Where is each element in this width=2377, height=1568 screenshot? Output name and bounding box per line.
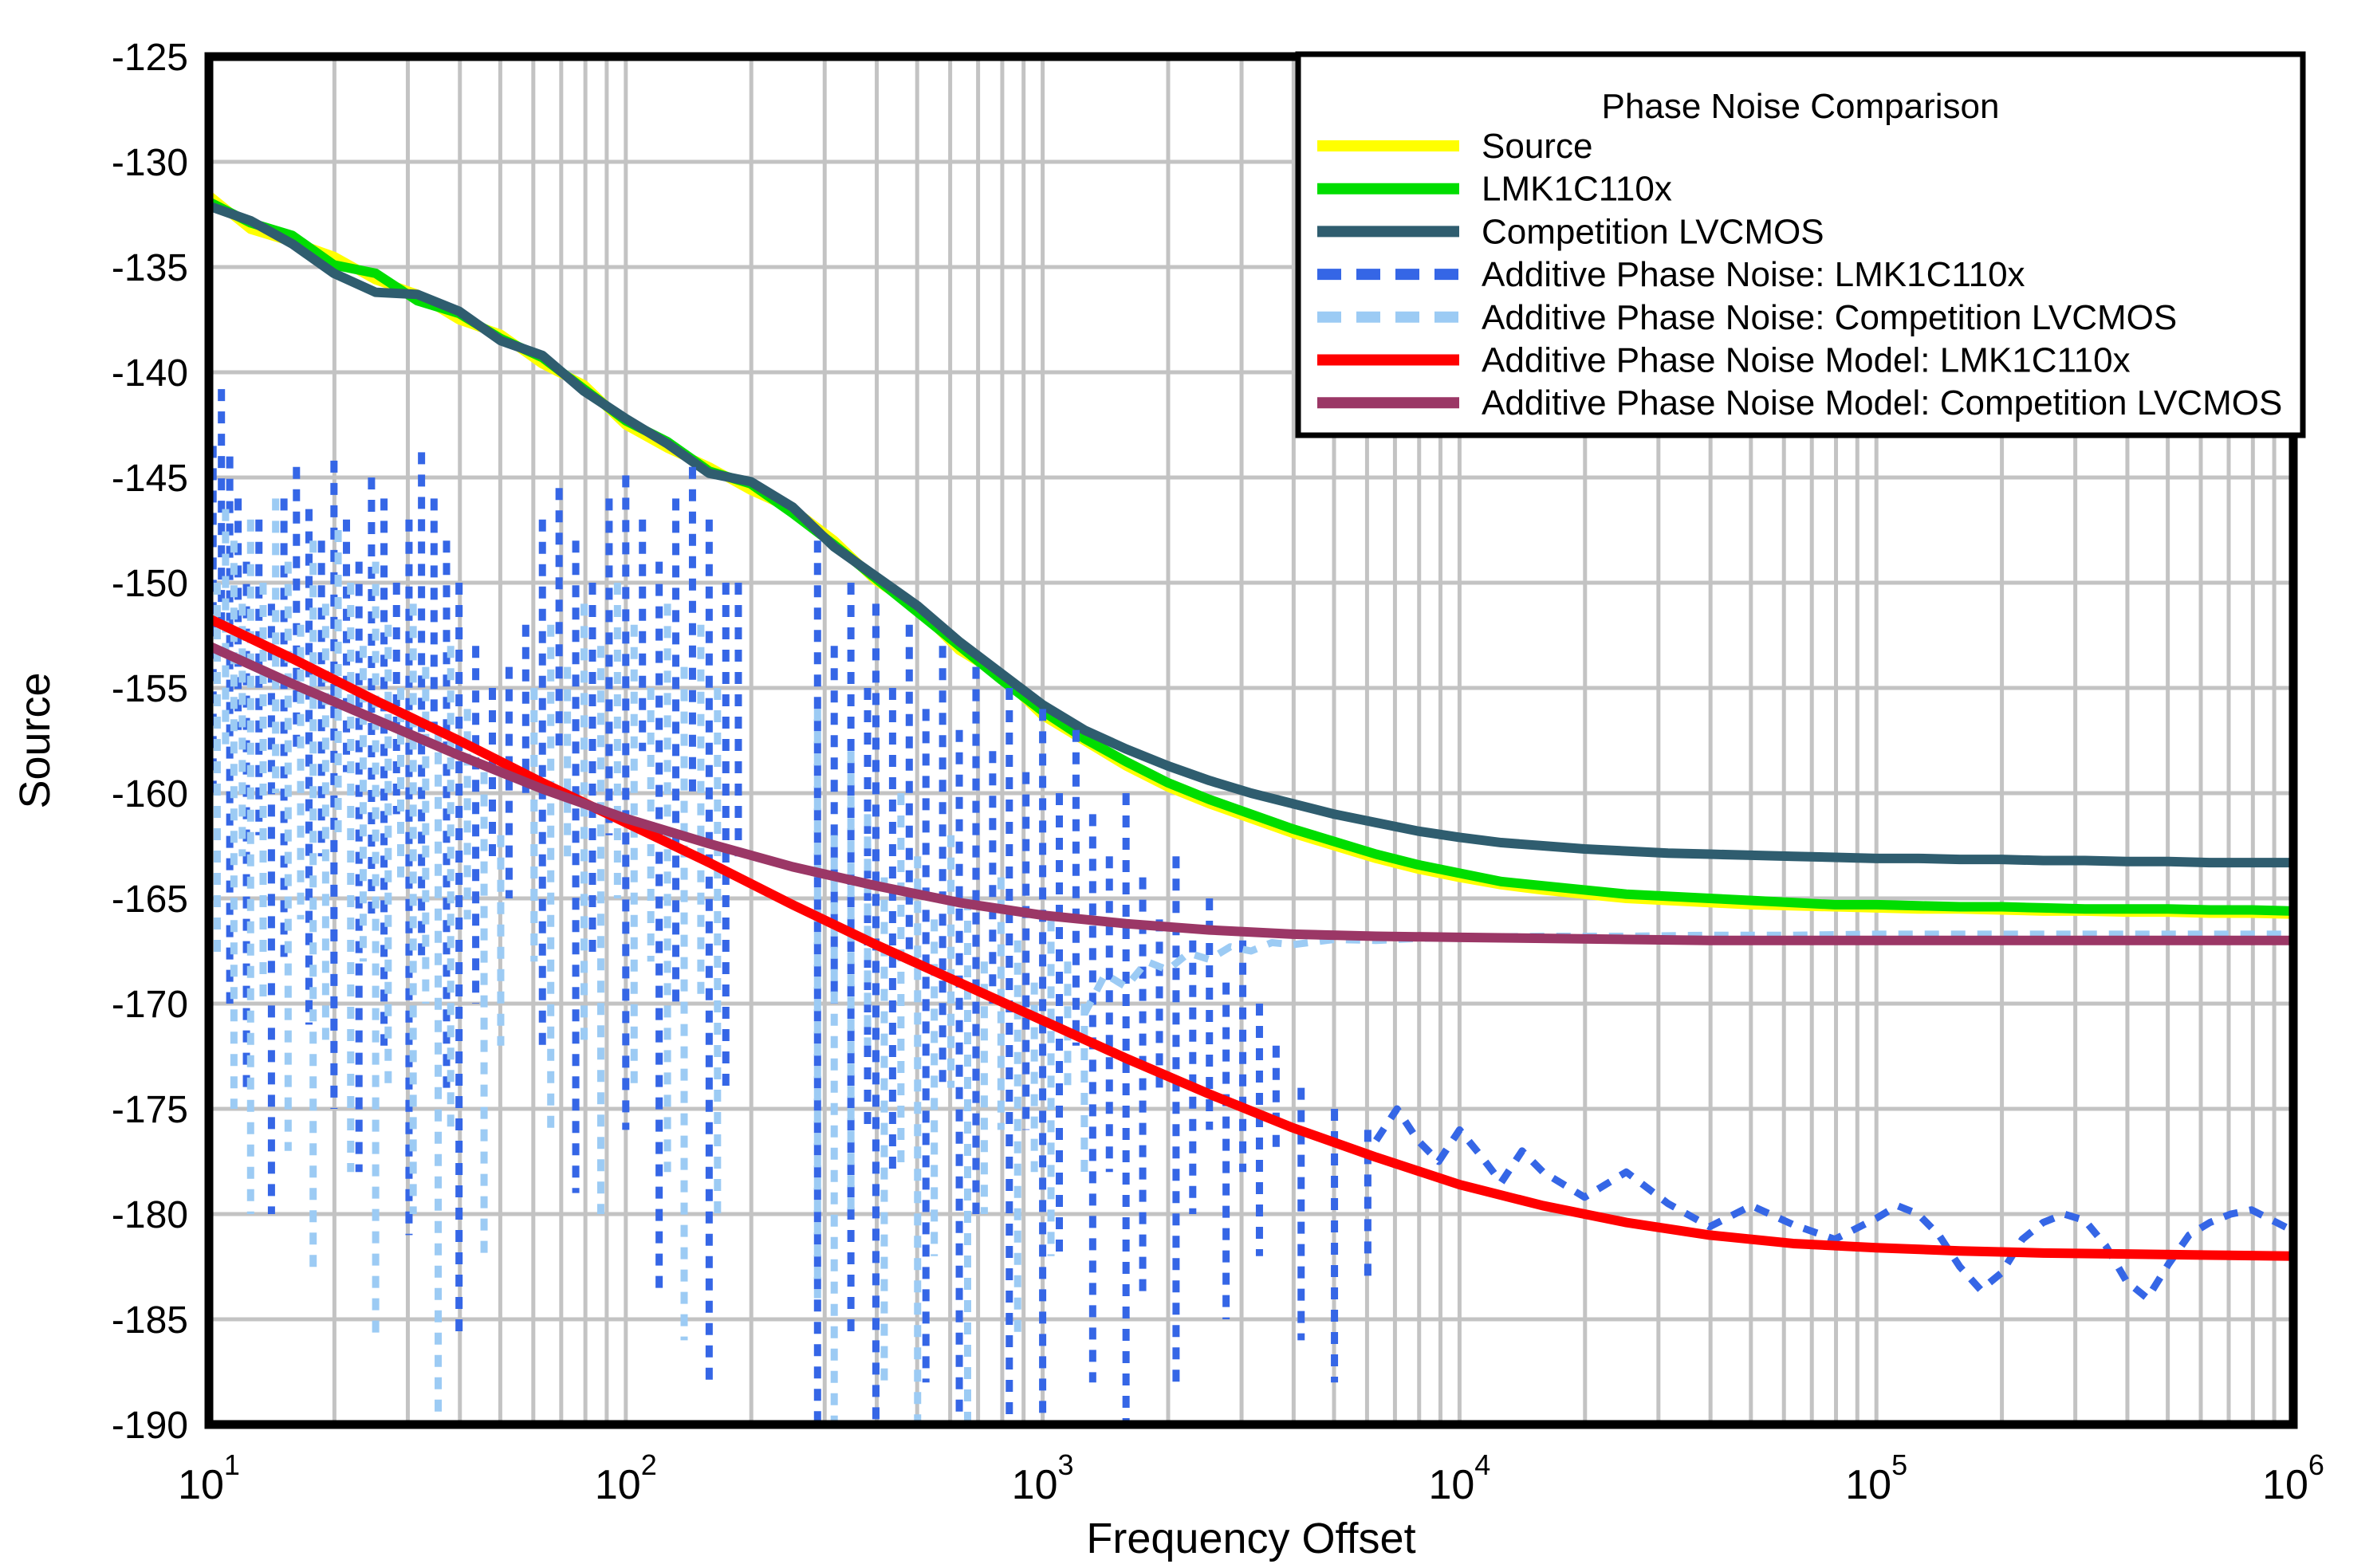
legend-label: Additive Phase Noise Model: Competition … xyxy=(1482,383,2282,422)
y-tick-label: -130 xyxy=(112,142,188,184)
legend-item-source: Source xyxy=(1317,127,1592,166)
x-tick-base: 10 xyxy=(595,1462,641,1508)
x-tick-base: 10 xyxy=(1845,1462,1891,1508)
legend-label: Additive Phase Noise: Competition LVCMOS xyxy=(1482,298,2177,337)
legend-item-lmk1c110x: LMK1C110x xyxy=(1317,170,1672,209)
y-tick-label: -180 xyxy=(112,1194,188,1236)
legend-label: Additive Phase Noise: LMK1C110x xyxy=(1482,255,2025,294)
x-tick-exponent: 2 xyxy=(641,1448,657,1481)
y-axis-title: Source xyxy=(11,672,59,808)
x-tick-base: 10 xyxy=(1428,1462,1474,1508)
y-tick-label: -170 xyxy=(112,984,188,1026)
legend-box xyxy=(1295,51,2306,438)
y-tick-label: -160 xyxy=(112,773,188,815)
legend-item-additive-phase-noise-model-competition-lvcmos: Additive Phase Noise Model: Competition … xyxy=(1317,383,2282,422)
x-tick-label: 105 xyxy=(1845,1448,1907,1508)
x-tick-exponent: 1 xyxy=(224,1448,240,1481)
series-competition-lvcmos xyxy=(209,201,2293,868)
y-tick-label: -145 xyxy=(112,458,188,500)
series-line xyxy=(209,641,2293,945)
x-tick-base: 10 xyxy=(178,1462,224,1508)
x-tick-label: 101 xyxy=(178,1448,240,1508)
noise-trace xyxy=(1373,1105,2293,1303)
y-tick-label: -165 xyxy=(112,878,188,921)
legend-item-additive-phase-noise-competition-lvcmos: Additive Phase Noise: Competition LVCMOS xyxy=(1317,298,2177,337)
plot-border xyxy=(204,52,2298,1429)
legend-item-additive-phase-noise-model-lmk1c110x: Additive Phase Noise Model: LMK1C110x xyxy=(1317,341,2131,380)
x-tick-label: 104 xyxy=(1428,1448,1490,1508)
y-tick-label: -125 xyxy=(112,37,188,79)
y-tick-label: -155 xyxy=(112,668,188,710)
series-additive-phase-noise-lmk1c110x xyxy=(209,389,2293,1425)
legend-item-competition-lvcmos: Competition LVCMOS xyxy=(1317,212,1824,251)
series-line xyxy=(209,201,2293,868)
legend-label: Additive Phase Noise Model: LMK1C110x xyxy=(1482,341,2131,380)
x-axis-tick-labels: 101 102 103 104 105 106 xyxy=(178,1448,2324,1508)
y-tick-label: -150 xyxy=(112,563,188,605)
data-series xyxy=(209,191,2293,1425)
x-tick-base: 10 xyxy=(2262,1462,2308,1508)
legend-label: LMK1C110x xyxy=(1482,170,1672,209)
x-tick-label: 103 xyxy=(1012,1448,1074,1508)
legend-label: Source xyxy=(1482,127,1592,166)
x-tick-base: 10 xyxy=(1012,1462,1058,1508)
legend-title: Phase Noise Comparison xyxy=(1602,87,2000,126)
y-tick-label: -185 xyxy=(112,1299,188,1342)
y-tick-label: -140 xyxy=(112,352,188,395)
grid-lines xyxy=(207,54,2296,1427)
x-tick-exponent: 4 xyxy=(1474,1448,1490,1481)
y-tick-label: -175 xyxy=(112,1089,188,1131)
y-tick-label: -135 xyxy=(112,247,188,289)
series-additive-phase-noise-model-competition-lvcmos xyxy=(209,641,2293,945)
y-axis-tick-labels: -125 -130 -135 -140 -145 -150 -155 -160 -165 -170… xyxy=(112,37,188,1447)
x-tick-exponent: 3 xyxy=(1058,1448,1074,1481)
y-tick-label: -190 xyxy=(112,1405,188,1447)
legend: Phase Noise Comparison Source LMK1C110xCo… xyxy=(1295,51,2306,438)
legend-item-additive-phase-noise-lmk1c110x: Additive Phase Noise: LMK1C110x xyxy=(1317,255,2025,294)
x-tick-label: 102 xyxy=(595,1448,657,1508)
legend-label: Competition LVCMOS xyxy=(1482,212,1824,251)
x-tick-exponent: 5 xyxy=(1891,1448,1907,1481)
x-axis-title: Frequency Offset xyxy=(1086,1515,1415,1562)
x-tick-exponent: 6 xyxy=(2308,1448,2324,1481)
x-tick-label: 106 xyxy=(2262,1448,2324,1508)
